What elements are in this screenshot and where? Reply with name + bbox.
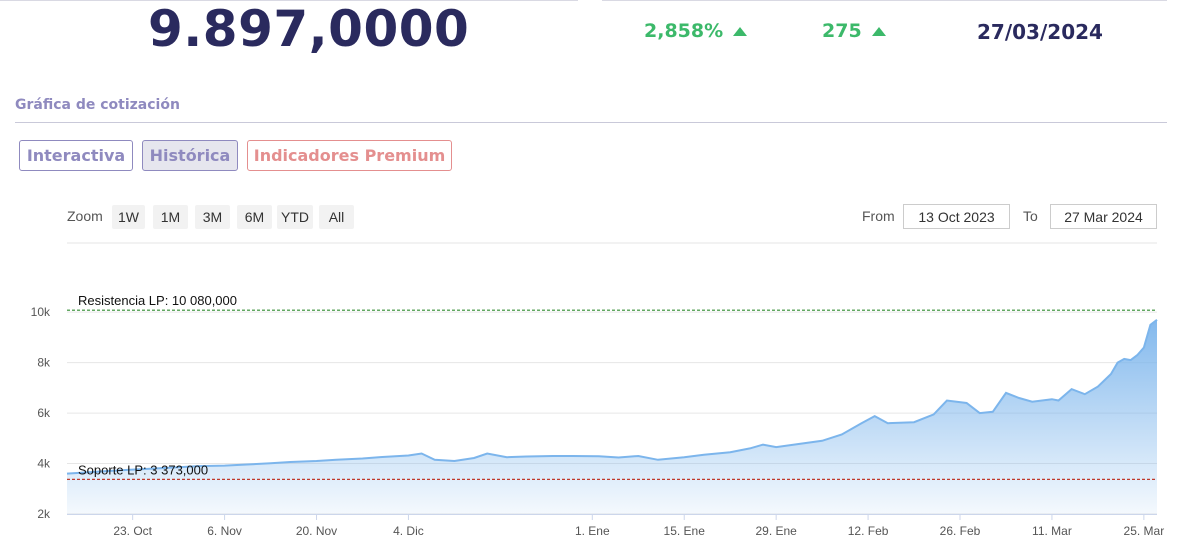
x-tick-label: 4. Dic — [393, 524, 424, 538]
x-tick-label: 20. Nov — [296, 524, 337, 538]
zoom-1m-button[interactable]: 1M — [153, 205, 188, 229]
x-tick-label: 25. Mar — [1124, 524, 1165, 538]
zoom-1w-button[interactable]: 1W — [112, 205, 145, 229]
price-line — [66, 319, 1158, 475]
x-tick-label: 6. Nov — [207, 524, 242, 538]
section-title: Gráfica de cotización — [15, 97, 180, 113]
x-tick-label: 12. Feb — [848, 524, 889, 538]
zoom-6m-button[interactable]: 6M — [237, 205, 272, 229]
tab-interactiva[interactable]: Interactiva — [19, 140, 133, 171]
x-tick-label: 1. Ene — [575, 524, 610, 538]
price-value: 9.897,0000 — [148, 0, 470, 58]
x-tick-label: 29. Ene — [755, 524, 797, 538]
support-label: Soporte LP: 3 373,000 — [78, 462, 208, 477]
y-tick-label: 4k — [37, 457, 51, 471]
tab-historica[interactable]: Histórica — [142, 140, 238, 171]
zoom-ytd-button[interactable]: YTD — [277, 205, 313, 229]
arrow-up-icon — [871, 26, 886, 36]
price-area — [67, 319, 1157, 514]
range-from-input[interactable]: 13 Oct 2023 — [903, 204, 1010, 229]
y-tick-label: 6k — [37, 406, 51, 420]
tab-indicadores-premium[interactable]: Indicadores Premium — [247, 140, 452, 171]
header-rule-right — [602, 0, 1167, 1]
zoom-label: Zoom — [67, 208, 103, 224]
y-tick-label: 8k — [37, 356, 51, 370]
x-tick-label: 26. Feb — [940, 524, 981, 538]
change-percent: 2,858% — [644, 20, 748, 42]
change-absolute: 275 — [822, 20, 886, 42]
x-tick-label: 11. Mar — [1032, 524, 1072, 538]
section-divider — [15, 122, 1167, 123]
range-to-input[interactable]: 27 Mar 2024 — [1050, 204, 1157, 229]
change-percent-value: 2,858% — [644, 20, 724, 42]
resistance-label: Resistencia LP: 10 080,000 — [78, 293, 237, 308]
zoom-all-button[interactable]: All — [319, 205, 354, 229]
zoom-3m-button[interactable]: 3M — [195, 205, 230, 229]
range-from-label: From — [862, 208, 895, 224]
x-tick-label: 15. Ene — [664, 524, 706, 538]
arrow-up-icon — [733, 26, 748, 36]
x-tick-label: 23. Oct — [113, 524, 152, 538]
quote-date: 27/03/2024 — [977, 20, 1103, 44]
y-tick-label: 10k — [31, 305, 51, 319]
range-to-label: To — [1023, 208, 1038, 224]
header-rule-left — [0, 0, 578, 1]
change-absolute-value: 275 — [822, 20, 862, 42]
y-tick-label: 2k — [37, 507, 51, 521]
